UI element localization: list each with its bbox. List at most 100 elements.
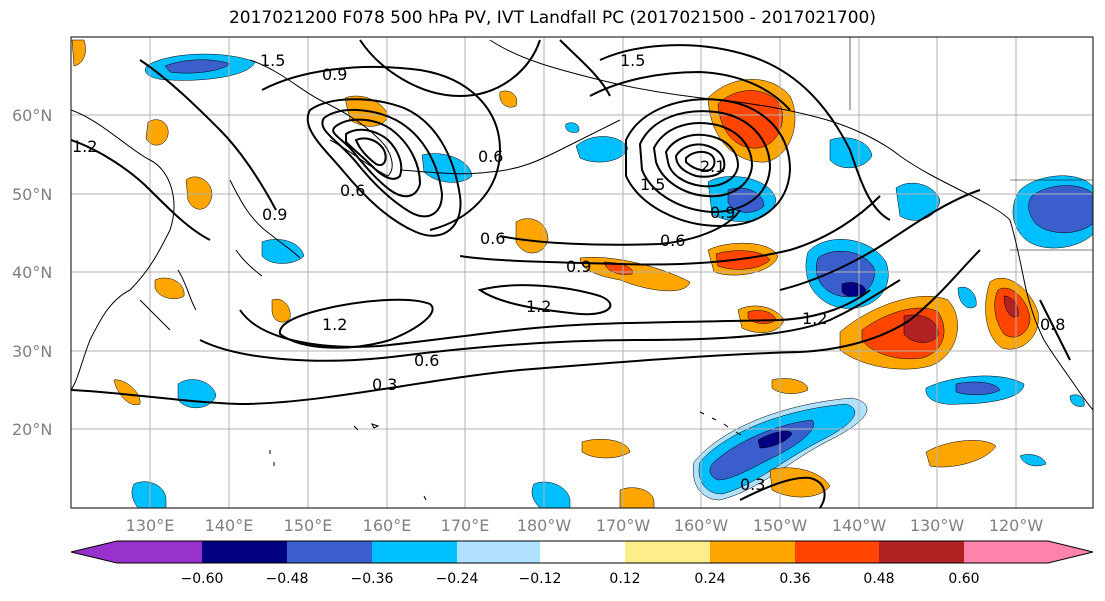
colorbar-segment (117, 541, 202, 563)
pv-contours (71, 39, 1071, 508)
pos-shade (715, 250, 771, 270)
pv-contour (652, 122, 754, 198)
contour-label: 1.2 (526, 297, 551, 316)
contour-label: 0.6 (660, 231, 685, 250)
lat-label: 30°N (12, 342, 52, 361)
pv-contour (779, 189, 981, 291)
neg-shade (421, 153, 473, 183)
colorbar-segment (964, 541, 1048, 563)
pv-contour (589, 70, 791, 111)
contour-label: 0.9 (322, 65, 347, 84)
pv-contour (559, 39, 611, 97)
colorbar-tick-label: 0.12 (609, 571, 640, 587)
contour-label: 1.5 (620, 51, 645, 70)
pv-contour (739, 476, 826, 508)
colorbar-segment (879, 541, 964, 563)
contour-label: 0.6 (480, 229, 505, 248)
coastline-namerica-west (1009, 219, 1093, 411)
colorbar-segment (540, 541, 625, 563)
pv-contour (345, 128, 403, 180)
latitude-labels: 20°N 30°N 40°N 50°N 60°N (12, 106, 52, 439)
pos-shade (903, 314, 939, 343)
pv-contour-labels: 1.5 0.9 1.2 0.6 1.5 0.9 0.6 0.9 1.2 1.2 … (72, 51, 1065, 494)
colorbar-tick-label: 0.24 (694, 571, 725, 587)
colorbar-segment (795, 541, 879, 563)
colorbar-tick-label: −0.60 (181, 571, 224, 587)
contour-label: 0.9 (566, 257, 591, 276)
colorbar-tick-label: −0.36 (351, 571, 394, 587)
neg-shade (757, 430, 793, 449)
pos-shade (185, 176, 213, 210)
lat-label: 40°N (12, 263, 52, 282)
colorbar (70, 540, 1094, 564)
map-frame (70, 36, 1094, 509)
pos-shade (771, 378, 809, 394)
neg-shade (575, 136, 629, 163)
neg-shade (1019, 454, 1047, 467)
lon-label: 130°E (126, 516, 175, 535)
neg-shade (565, 122, 580, 133)
pv-contour (71, 249, 981, 406)
pos-shade (581, 439, 631, 459)
ivt-pc-shading (71, 39, 1093, 508)
lat-label: 50°N (12, 185, 52, 204)
pv-contour (599, 44, 891, 221)
lon-label: 170°E (441, 516, 490, 535)
lon-label: 170°W (596, 516, 651, 535)
pv-contour (685, 150, 716, 172)
pos-shade (271, 298, 291, 323)
pv-contour (674, 143, 726, 178)
pv-contour (625, 98, 792, 228)
contour-label: 0.3 (740, 475, 765, 494)
pos-shade (769, 467, 831, 498)
contour-label: 1.5 (640, 175, 665, 194)
contour-label: 1.2 (72, 137, 97, 156)
lon-label: 180°W (517, 516, 572, 535)
lon-label: 160°E (363, 516, 412, 535)
longitude-labels: 130°E 140°E 150°E 160°E 170°E 180°W 170°… (126, 516, 1044, 535)
colorbar-segment (625, 541, 710, 563)
neg-shade (957, 286, 977, 309)
islands-hawaii (699, 411, 742, 436)
neg-shade (895, 182, 941, 221)
pv-contour (332, 118, 422, 198)
lat-label: 20°N (12, 420, 52, 439)
contour-label: 0.8 (1040, 315, 1065, 334)
neg-shade (531, 481, 571, 508)
coastline-korea (139, 269, 197, 331)
pv-contour (638, 110, 772, 214)
lon-label: 140°E (205, 516, 254, 535)
contour-label: 2.1 (700, 157, 725, 176)
neg-shade (1069, 394, 1085, 407)
contour-label: 0.9 (262, 205, 287, 224)
coastline-japan (229, 179, 301, 277)
colorbar-tick-label: 0.60 (948, 571, 979, 587)
contour-label: 0.6 (414, 351, 439, 370)
colorbar-arrow-low (71, 541, 117, 563)
pos-shade (71, 39, 86, 67)
lon-label: 150°W (753, 516, 808, 535)
lon-label: 160°W (674, 516, 729, 535)
lat-label: 60°N (12, 106, 52, 125)
pv-contour (306, 98, 462, 237)
contour-label: 1.2 (322, 315, 347, 334)
pos-shade (619, 487, 655, 508)
coastline-asia (71, 109, 175, 391)
colorbar-tick-label: −0.12 (519, 571, 562, 587)
pv-contour (199, 279, 901, 362)
contour-label: 0.3 (372, 375, 397, 394)
contour-label: 0.9 (710, 203, 735, 222)
pv-contour (354, 137, 387, 166)
coastlines (71, 37, 1093, 501)
pos-shade (1003, 295, 1019, 318)
colorbar-tick-label: 0.48 (863, 571, 894, 587)
lon-label: 150°E (284, 516, 333, 535)
pv-contour (359, 39, 541, 98)
neg-shade (131, 481, 167, 508)
pos-shade (925, 440, 997, 468)
contour-label: 0.6 (340, 181, 365, 200)
lon-label: 130°W (910, 516, 965, 535)
colorbar-arrow-high (1048, 541, 1093, 563)
neg-shade (1028, 185, 1093, 233)
colorbar-segment (710, 541, 795, 563)
